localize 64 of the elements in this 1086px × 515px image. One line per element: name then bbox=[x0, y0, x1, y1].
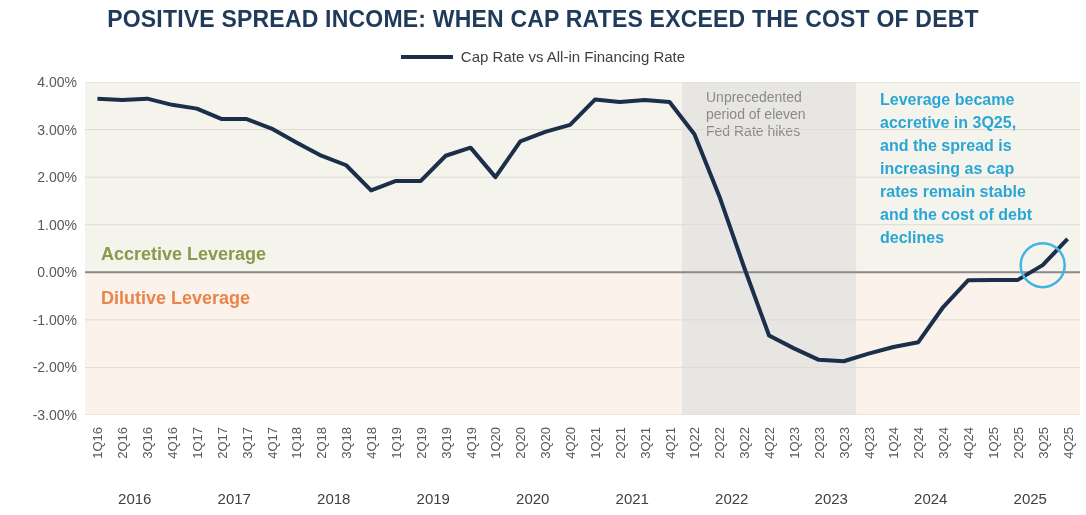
y-tick-label: -3.00% bbox=[32, 406, 77, 423]
x-tick-label: 4Q24 bbox=[961, 427, 977, 459]
text: 2017 bbox=[216, 490, 252, 507]
band-label: Unprecedented period of eleven Fed Rate hikes bbox=[706, 89, 806, 139]
text: 2025 bbox=[1012, 490, 1048, 507]
y-tick-label: 3.00% bbox=[37, 121, 77, 138]
x-tick-label: 3Q23 bbox=[836, 427, 852, 459]
text: 2016 bbox=[117, 490, 153, 507]
text: 2024 bbox=[913, 490, 949, 507]
x-tick-label: 2Q25 bbox=[1010, 427, 1026, 459]
x-tick-label: 4Q17 bbox=[264, 427, 280, 459]
x-tick-label: 3Q19 bbox=[438, 427, 454, 459]
x-tick-label: 1Q22 bbox=[687, 427, 703, 459]
band-label: Dilutive Leverage bbox=[101, 288, 251, 309]
x-tick-label: 2Q20 bbox=[513, 427, 529, 459]
y-tick-label: 0.00% bbox=[37, 264, 77, 281]
y-tick-label: 2.00% bbox=[37, 169, 77, 186]
x-tick-label: 4Q22 bbox=[762, 427, 778, 459]
x-tick-label: 1Q16 bbox=[90, 427, 106, 459]
x-tick-label: 2Q19 bbox=[413, 427, 429, 459]
y-tick-label: -1.00% bbox=[32, 311, 77, 328]
x-tick-label: 4Q25 bbox=[1060, 427, 1076, 459]
x-tick-label: 3Q20 bbox=[538, 427, 554, 459]
x-tick-label: 1Q17 bbox=[189, 427, 205, 459]
x-tick-label: 2Q22 bbox=[712, 427, 728, 459]
x-tick-label: 1Q21 bbox=[587, 427, 603, 459]
text: 2021 bbox=[614, 490, 650, 507]
x-tick-label: 1Q19 bbox=[388, 427, 404, 459]
x-tick-label: 3Q24 bbox=[936, 427, 952, 459]
text: 2020 bbox=[515, 490, 551, 507]
y-tick-label: 1.00% bbox=[37, 216, 77, 233]
x-tick-label: 3Q17 bbox=[239, 427, 255, 459]
annotation: Leverage became accretive in 3Q25, and the spread is increasing as cap rates remain stable and the cost of debt declines bbox=[880, 90, 1033, 248]
x-tick-label: 3Q16 bbox=[140, 427, 156, 459]
x-tick-label: 1Q25 bbox=[985, 427, 1001, 459]
text: 2019 bbox=[415, 490, 451, 507]
band-label: Accretive Leverage bbox=[101, 244, 267, 265]
x-tick-label: 2Q23 bbox=[811, 427, 827, 459]
x-tick-label: 3Q21 bbox=[637, 427, 653, 459]
legend-label: Cap Rate vs All-in Financing Rate bbox=[459, 48, 686, 65]
x-tick-label: 4Q18 bbox=[364, 427, 380, 459]
y-tick-label: 4.00% bbox=[37, 73, 77, 90]
text: 2023 bbox=[813, 490, 849, 507]
x-tick-label: 2Q24 bbox=[911, 427, 927, 459]
x-tick-label: 4Q23 bbox=[861, 427, 877, 459]
x-tick-label: 1Q18 bbox=[289, 427, 305, 459]
x-tick-label: 3Q22 bbox=[737, 427, 753, 459]
x-tick-label: 4Q16 bbox=[165, 427, 181, 459]
x-tick-label: 3Q25 bbox=[1035, 427, 1051, 459]
chart-title: POSITIVE SPREAD INCOME: WHEN CAP RATES EXCEED THE COST OF DEBT bbox=[106, 6, 980, 33]
text: 2018 bbox=[316, 490, 352, 507]
x-tick-label: 1Q20 bbox=[488, 427, 504, 459]
x-tick-label: 4Q19 bbox=[463, 427, 479, 459]
x-tick-label: 2Q18 bbox=[314, 427, 330, 459]
x-tick-label: 1Q23 bbox=[786, 427, 802, 459]
x-tick-label: 3Q18 bbox=[339, 427, 355, 459]
y-tick-label: -2.00% bbox=[32, 359, 77, 376]
x-tick-label: 4Q20 bbox=[563, 427, 579, 459]
x-tick-label: 2Q16 bbox=[115, 427, 131, 459]
x-tick-label: 4Q21 bbox=[662, 427, 678, 459]
x-tick-label: 1Q24 bbox=[886, 427, 902, 459]
x-tick-label: 2Q17 bbox=[214, 427, 230, 459]
x-tick-label: 2Q21 bbox=[612, 427, 628, 459]
text: 2022 bbox=[714, 490, 750, 507]
